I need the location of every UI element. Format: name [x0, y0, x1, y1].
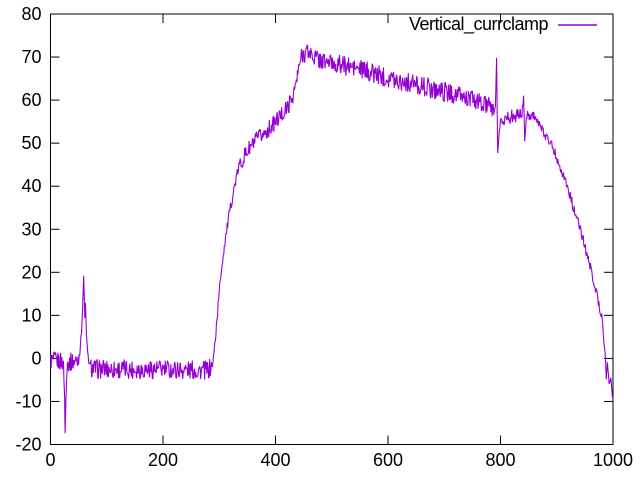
y-tick-label: -20	[15, 435, 41, 455]
legend-label: Vertical_currclamp	[409, 14, 549, 35]
y-tick-label: 70	[21, 47, 41, 67]
legend: Vertical_currclamp	[409, 14, 597, 35]
plot-area: 0 200 400 600 800 1000 -20 -10 0 10 20 30 40 50 60 70 80	[15, 4, 633, 470]
x-tick-label: 0	[45, 450, 55, 470]
x-tick-label: 200	[148, 450, 178, 470]
y-tick-label: 0	[31, 348, 41, 368]
y-tick-label: 30	[21, 219, 41, 239]
plot-border	[50, 13, 614, 445]
x-tick-label: 400	[260, 450, 290, 470]
series-line	[49, 44, 614, 434]
y-tick-label: 50	[21, 133, 41, 153]
y-tick-label: 80	[21, 4, 41, 24]
y-tick-label: -10	[15, 391, 41, 411]
y-tick-label: 20	[21, 262, 41, 282]
y-tick-label: 40	[21, 176, 41, 196]
x-tick-label: 600	[373, 450, 403, 470]
x-tick-label: 1000	[593, 450, 633, 470]
x-tick-label: 800	[485, 450, 515, 470]
y-tick-label: 10	[21, 305, 41, 325]
y-tick-label: 60	[21, 90, 41, 110]
